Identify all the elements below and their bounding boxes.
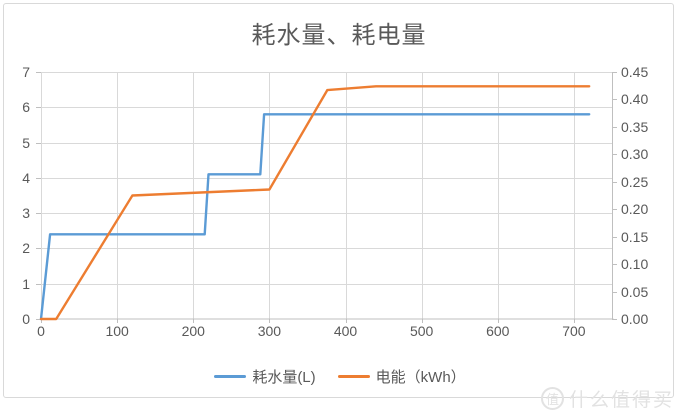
energy-series-line bbox=[39, 85, 591, 321]
chart-frame bbox=[3, 3, 674, 398]
water-series-line bbox=[39, 113, 591, 321]
energy-series-swatch-icon bbox=[337, 374, 370, 378]
smzdm-logo-icon: 值 bbox=[541, 387, 564, 410]
water-series-swatch-icon bbox=[214, 374, 247, 378]
legend-item-energy: 电能（kWh） bbox=[337, 366, 466, 387]
smzdm-watermark: 值 什么值得买 bbox=[541, 385, 674, 412]
smzdm-watermark-text: 什么值得买 bbox=[569, 390, 675, 411]
energy-series-label: 电能（kWh） bbox=[375, 368, 466, 386]
legend: 耗水量(L) 电能（kWh） bbox=[0, 366, 680, 386]
chart-title: 耗水量、耗电量 bbox=[251, 22, 427, 49]
legend-item-water: 耗水量(L) bbox=[214, 366, 316, 387]
water-series-label: 耗水量(L) bbox=[252, 368, 316, 386]
